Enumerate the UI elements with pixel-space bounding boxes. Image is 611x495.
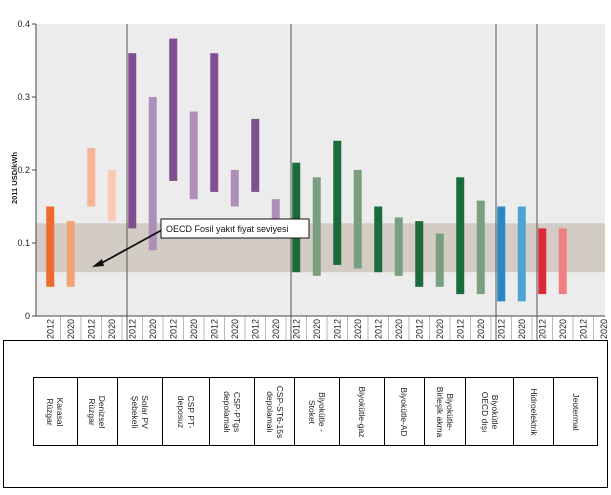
range-bar-1-2020 [66, 221, 75, 287]
range-bar-5-2020 [230, 170, 239, 207]
range-bar-12-2012 [497, 206, 506, 302]
annotation-text: OECD Fosil yakıt fiyat seviyesi [166, 224, 289, 234]
x-tick-label: 2020 [394, 319, 404, 339]
x-tick-label: 2012 [578, 319, 588, 339]
x-tick-label: 2020 [476, 319, 486, 339]
y-tick-label: 0.4 [17, 19, 30, 29]
range-bar-6-2020 [271, 199, 280, 222]
range-bar-8-2012 [333, 140, 342, 265]
technology-label: Biyokütle-AD [399, 386, 410, 437]
technology-label: Denizsel Rüzgar [87, 395, 108, 428]
x-tick-label: 2012 [45, 319, 55, 339]
y-tick-label: 0.2 [17, 165, 30, 175]
range-bar-9-2020 [394, 217, 403, 276]
technology-cell: Karasal Rüzgar [34, 378, 78, 445]
range-bar-6-2012 [251, 118, 260, 192]
technology-label: Hidroelektrik [528, 387, 539, 436]
technology-cell: Hidroelektrik [514, 378, 555, 445]
technology-label: Jeotermal [570, 392, 581, 431]
technology-cell: Biyokütle-gaz [340, 378, 385, 445]
annotation-arrowhead [92, 259, 104, 267]
annotation-arrow [97, 229, 162, 266]
y-tick-label: 0 [25, 311, 30, 321]
range-bar-3-2020 [148, 97, 157, 251]
range-bar-11-2012 [456, 177, 465, 295]
range-bar-2-2020 [107, 170, 116, 222]
technology-label: CSP-ST6-15s depolamalı [264, 385, 285, 438]
x-tick-label: 2012 [127, 319, 137, 339]
technology-label: Biyokütle- Birleşik akma [435, 386, 456, 437]
technology-label: CSP-PTgs depolamalı [222, 390, 243, 433]
range-bar-10-2012 [415, 221, 424, 287]
x-tick-label: 2012 [250, 319, 260, 339]
range-bar-11-2020 [476, 200, 485, 295]
x-tick-label: 2012 [291, 319, 301, 339]
technology-labels-row: Karasal Rüzgar Denizsel Rüzgar Solar PV Şe… [33, 377, 598, 446]
technology-cell: Denizsel Rüzgar [78, 378, 118, 445]
technology-label: Solar PV Şebekeli [129, 394, 150, 429]
x-tick-label: 2020 [107, 319, 117, 339]
x-tick-label: 2012 [455, 319, 465, 339]
x-tick-label: 2012 [414, 319, 424, 339]
range-bar-4-2020 [189, 111, 198, 200]
technology-label: Biyokütle OECD dışı [479, 391, 500, 432]
x-tick-label: 2020 [435, 319, 445, 339]
range-bar-12-2020 [517, 206, 526, 302]
x-tick-label: 2012 [332, 319, 342, 339]
x-tick-label: 2020 [312, 319, 322, 339]
range-bar-2-2012 [87, 148, 96, 207]
x-tick-label: 2020 [66, 319, 76, 339]
x-tick-label: 2020 [599, 319, 609, 339]
technology-cell: Biyokütle- Birleşik akma [425, 378, 467, 445]
range-bar-3-2012 [128, 53, 137, 229]
x-tick-label: 2020 [189, 319, 199, 339]
legend-box [3, 340, 608, 488]
range-bar-7-2020 [312, 177, 321, 276]
y-tick-label: 0.1 [17, 238, 30, 248]
technology-cell: Biyokütle-AD [385, 378, 425, 445]
range-bar-10-2020 [435, 233, 444, 287]
x-tick-label: 2012 [537, 319, 547, 339]
x-tick-label: 2012 [168, 319, 178, 339]
technology-cell: Jeotermal [554, 378, 597, 445]
technology-cell: CSP-PTgs depolamalı [210, 378, 256, 445]
x-tick-label: 2012 [373, 319, 383, 339]
x-tick-label: 2012 [86, 319, 96, 339]
cost-chart: 0 0.1 0.2 0.3 0.4 OECD Fosil yakıt fiyat sev… [10, 19, 609, 340]
technology-cell: CSP-ST6-15s depolamalı [255, 378, 296, 445]
y-tick-label: 0.3 [17, 92, 30, 102]
technology-cell: Solar PV Şebekeli [118, 378, 163, 445]
x-tick-label: 2020 [148, 319, 158, 339]
annotation-box [160, 218, 310, 239]
range-bar-5-2012 [210, 53, 219, 192]
x-tick-label: 2020 [230, 319, 240, 339]
x-tick-label: 2012 [496, 319, 506, 339]
x-tick-label: 2020 [558, 319, 568, 339]
technology-cell: CSP PT- deposuz [163, 378, 211, 445]
y-axis-label: 2011 USD/kWh [10, 152, 19, 205]
technology-label: Biyokütle-gaz [356, 385, 367, 438]
range-bar-8-2020 [353, 170, 362, 269]
technology-cell: Biyokütle OECD dışı [466, 378, 515, 445]
technology-label: CSP PT- deposuz [175, 395, 196, 428]
range-bar-4-2012 [169, 38, 178, 181]
x-tick-label: 2020 [271, 319, 281, 339]
range-bar-13-2012 [538, 228, 547, 295]
x-tick-label: 2012 [209, 319, 219, 339]
technology-label: Karasal Rüzgar [45, 397, 66, 426]
technology-label: Biyokütle - Stoket [307, 391, 327, 432]
x-tick-label: 2020 [353, 319, 363, 339]
x-tick-label: 2020 [517, 319, 527, 339]
range-bar-13-2020 [558, 228, 567, 295]
range-bar-7-2012 [292, 162, 301, 273]
range-bar-1-2012 [46, 206, 55, 287]
technology-cell: Biyokütle - Stoket [295, 378, 340, 445]
range-bar-9-2012 [374, 206, 383, 273]
